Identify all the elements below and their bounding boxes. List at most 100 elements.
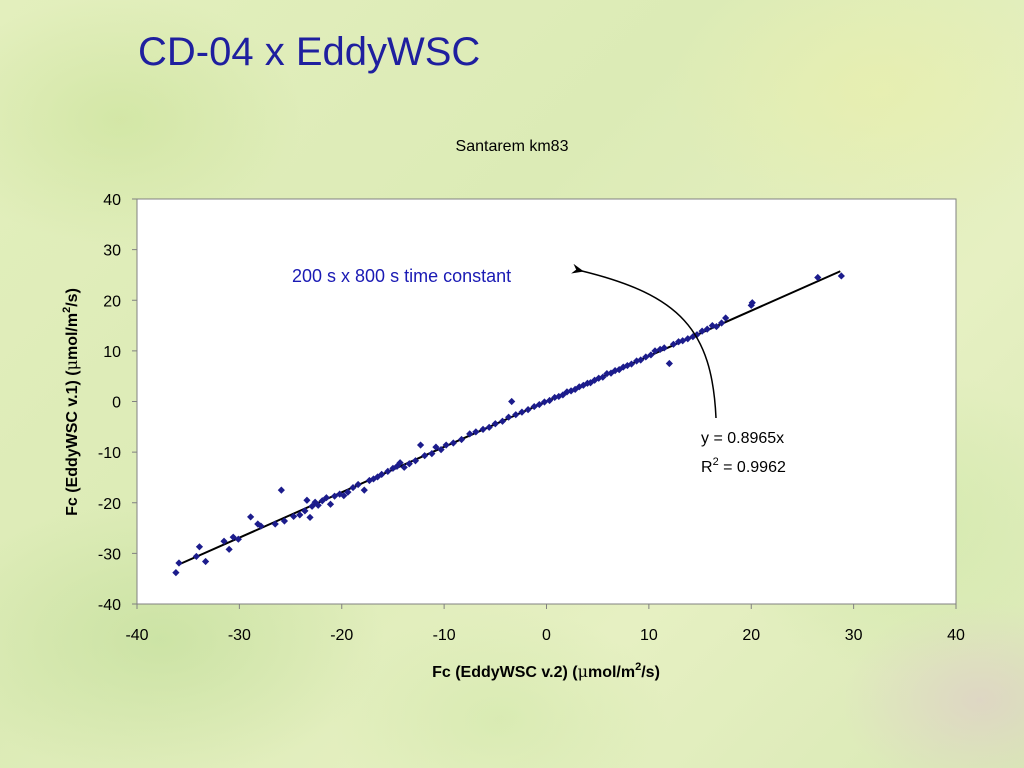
x-axis-ticks: -40 -30 -20 -10 0 10 20 30 40	[125, 604, 965, 644]
data-point	[693, 331, 701, 339]
data-point	[611, 367, 619, 375]
data-point	[814, 273, 822, 282]
y-tick-label: 0	[112, 395, 121, 412]
data-point	[619, 363, 627, 371]
data-point	[555, 392, 563, 401]
data-point	[712, 322, 721, 331]
data-point	[340, 492, 348, 500]
data-point	[303, 496, 311, 504]
x-tick-label: -10	[433, 627, 456, 644]
data-point	[175, 559, 183, 567]
data-point	[336, 490, 344, 498]
data-point	[234, 535, 242, 543]
data-point	[708, 321, 716, 330]
data-point	[595, 374, 603, 382]
y-title-part2: mol/m	[64, 313, 81, 360]
data-point	[508, 397, 516, 406]
data-points	[172, 272, 845, 577]
data-point	[344, 488, 352, 496]
data-point	[220, 537, 228, 545]
data-point	[225, 545, 233, 553]
data-point	[421, 452, 429, 460]
data-point	[637, 356, 645, 364]
data-point	[280, 517, 289, 525]
data-point	[369, 475, 378, 483]
regression-equation: y = 0.8965x	[701, 430, 784, 447]
data-point	[524, 406, 532, 414]
data-point	[545, 396, 554, 405]
y-tick-label: -20	[98, 496, 121, 513]
data-point	[195, 543, 204, 551]
data-point	[607, 369, 615, 377]
x-tick-label: 20	[742, 627, 760, 644]
y-tick-label: 10	[103, 344, 121, 361]
data-point	[432, 443, 440, 451]
y-title-part1: Fc (EddyWSC v.1) (	[64, 370, 81, 516]
time-constant-label: 200 s x 800 s time constant	[292, 266, 511, 286]
data-point	[551, 393, 559, 402]
data-point	[229, 533, 237, 541]
data-point	[479, 425, 487, 433]
data-point	[647, 351, 655, 359]
data-point	[405, 460, 413, 468]
data-point	[378, 470, 386, 478]
y-title-sup: 2	[61, 307, 73, 313]
data-point	[271, 520, 279, 528]
data-point	[579, 381, 587, 389]
data-point	[837, 272, 845, 280]
slide-title: CD-04 x EddyWSC	[138, 30, 481, 74]
data-point	[411, 457, 420, 465]
data-point	[318, 497, 326, 505]
data-point	[627, 360, 636, 368]
data-point	[575, 383, 583, 391]
r2-suffix: = 0.9962	[719, 459, 786, 476]
x-tick-label: -40	[125, 627, 148, 644]
data-point	[722, 314, 730, 322]
data-point	[485, 423, 493, 431]
data-point	[669, 340, 678, 348]
data-point	[472, 428, 480, 436]
r-squared-label: R2 = 0.9962	[701, 456, 786, 476]
y-tick-label: -10	[98, 445, 121, 462]
data-point	[373, 473, 382, 481]
data-point	[623, 361, 631, 370]
x-tick-label: -20	[330, 627, 353, 644]
data-point	[660, 344, 668, 352]
data-point	[247, 513, 255, 521]
y-tick-label: 40	[103, 192, 121, 209]
data-point	[326, 500, 335, 508]
data-point	[457, 435, 466, 444]
y-title-mu: μ	[62, 360, 81, 370]
data-point	[416, 441, 425, 449]
data-point	[698, 327, 706, 335]
data-point	[535, 400, 543, 409]
data-point	[192, 552, 200, 561]
data-point	[563, 388, 571, 396]
data-point	[349, 483, 357, 492]
data-point	[665, 359, 673, 368]
data-point	[308, 502, 316, 510]
data-point	[599, 373, 607, 381]
data-point	[748, 299, 756, 307]
data-point	[393, 462, 401, 470]
x-tick-label: -30	[228, 627, 251, 644]
r2-prefix: R	[701, 459, 713, 476]
x-title-mu: μ	[578, 662, 588, 681]
x-title-part1: Fc (EddyWSC v.2) (	[432, 664, 578, 681]
data-point	[330, 492, 339, 500]
y-axis-title: Fc (EddyWSC v.1) (μmol/m2/s)	[61, 288, 81, 516]
data-point	[365, 476, 373, 485]
data-point	[306, 513, 314, 522]
r2-sup: 2	[713, 456, 719, 468]
data-point	[674, 338, 683, 346]
data-point	[437, 445, 445, 454]
y-title-part3: /s)	[64, 288, 81, 307]
data-point	[615, 366, 623, 374]
data-point	[689, 333, 697, 341]
data-point	[559, 391, 567, 399]
data-point	[717, 319, 726, 327]
data-point	[314, 501, 322, 509]
data-point	[360, 486, 368, 494]
x-tick-label: 0	[542, 627, 551, 644]
